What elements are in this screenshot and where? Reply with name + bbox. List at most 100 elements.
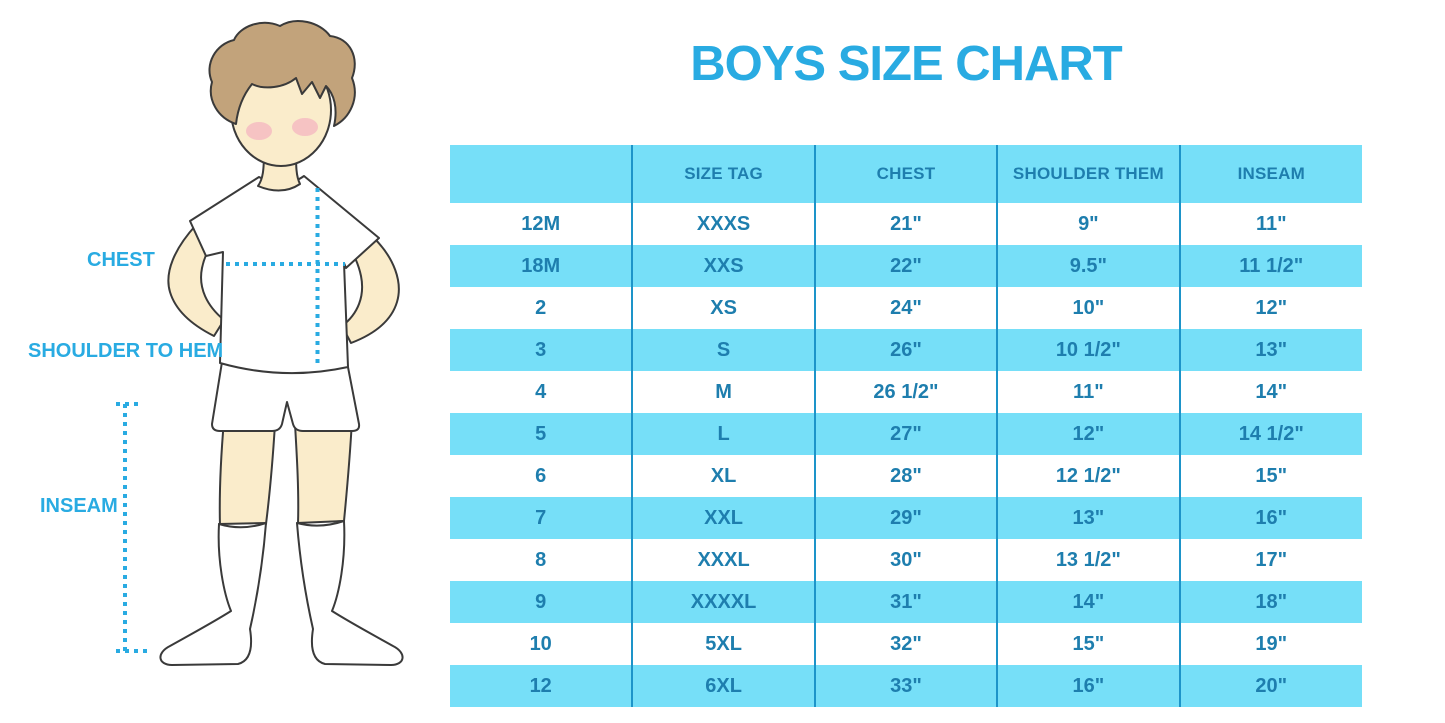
value-cell: 26"	[813, 329, 998, 371]
right-sock-top-line	[296, 520, 345, 527]
row-size-label-cell: 9	[450, 581, 633, 623]
table-row: 6 XL 28" 12 1/2" 15"	[450, 455, 1362, 497]
table-row: 7 XXL 29" 13" 16"	[450, 497, 1362, 539]
row-size-label-cell: 4	[450, 371, 633, 413]
value-cell: XXS	[631, 245, 815, 287]
value-cell: 24"	[813, 287, 998, 329]
row-size-label-cell: 2	[450, 287, 633, 329]
row-size-label-cell: 8	[450, 539, 633, 581]
size-table-header: SIZE TAG CHEST SHOULDER THEM INSEAM	[450, 145, 1362, 203]
table-row: 10 5XL 32" 15" 19"	[450, 623, 1362, 665]
value-cell: 16"	[996, 665, 1180, 707]
size-table-body: 12M XXXS 21" 9" 11" 18M XXS 22" 9.5" 11 1/2" 2 XS 24…	[450, 203, 1362, 707]
right-leg	[294, 419, 353, 525]
column-header-chest: CHEST	[813, 145, 998, 203]
value-cell: 6XL	[631, 665, 815, 707]
header-row: SIZE TAG CHEST SHOULDER THEM INSEAM	[450, 145, 1362, 203]
value-cell: 21"	[813, 203, 998, 245]
table-row: 9 XXXXL 31" 14" 18"	[450, 581, 1362, 623]
table-row: 18M XXS 22" 9.5" 11 1/2"	[450, 245, 1362, 287]
row-size-label-cell: 12M	[450, 203, 633, 245]
hair	[208, 20, 356, 127]
right-sock	[296, 520, 404, 666]
size-table: SIZE TAG CHEST SHOULDER THEM INSEAM 12M X…	[450, 145, 1362, 707]
right-cheek-blush	[292, 118, 318, 136]
value-cell: XXXS	[631, 203, 815, 245]
value-cell: M	[631, 371, 815, 413]
row-size-label-cell: 7	[450, 497, 633, 539]
value-cell: 19"	[1178, 623, 1362, 665]
value-cell: XXXL	[631, 539, 815, 581]
left-arm	[167, 224, 225, 337]
value-cell: 16"	[1178, 497, 1362, 539]
value-cell: 9"	[996, 203, 1180, 245]
value-cell: 15"	[996, 623, 1180, 665]
table-row: 3 S 26" 10 1/2" 13"	[450, 329, 1362, 371]
value-cell: 10 1/2"	[996, 329, 1180, 371]
column-header-inseam: INSEAM	[1178, 145, 1362, 203]
boy-illustration: CHEST SHOULDER TO HEM INSEAM	[0, 0, 450, 723]
left-cheek-blush	[246, 122, 272, 140]
boy-illustration-svg	[116, 20, 404, 666]
value-cell: 20"	[1178, 665, 1362, 707]
value-cell: 14 1/2"	[1178, 413, 1362, 455]
value-cell: 11 1/2"	[1178, 245, 1362, 287]
value-cell: 11"	[996, 371, 1180, 413]
value-cell: 28"	[813, 455, 998, 497]
value-cell: 11"	[1178, 203, 1362, 245]
value-cell: 17"	[1178, 539, 1362, 581]
value-cell: 12"	[996, 413, 1180, 455]
right-arm	[341, 237, 400, 344]
table-row: 4 M 26 1/2" 11" 14"	[450, 371, 1362, 413]
value-cell: 30"	[813, 539, 998, 581]
column-header-shoulder-them: SHOULDER THEM	[996, 145, 1180, 203]
value-cell: 14"	[996, 581, 1180, 623]
left-sock	[159, 522, 267, 666]
value-cell: 18"	[1178, 581, 1362, 623]
shorts	[211, 361, 361, 432]
value-cell: 27"	[813, 413, 998, 455]
row-size-label-cell: 5	[450, 413, 633, 455]
value-cell: 32"	[813, 623, 998, 665]
table-row: 8 XXXL 30" 13 1/2" 17"	[450, 539, 1362, 581]
inseam-label: INSEAM	[40, 495, 118, 517]
table-row: 12M XXXS 21" 9" 11"	[450, 203, 1362, 245]
value-cell: S	[631, 329, 815, 371]
table-row: 5 L 27" 12" 14 1/2"	[450, 413, 1362, 455]
table-row: 2 XS 24" 10" 12"	[450, 287, 1362, 329]
value-cell: XXL	[631, 497, 815, 539]
value-cell: 26 1/2"	[813, 371, 998, 413]
value-cell: XL	[631, 455, 815, 497]
page-title: BOYS SIZE CHART	[690, 37, 1122, 91]
value-cell: XS	[631, 287, 815, 329]
value-cell: 13"	[996, 497, 1180, 539]
chest-label: CHEST	[87, 249, 155, 271]
table-row: 12 6XL 33" 16" 20"	[450, 665, 1362, 707]
value-cell: 13 1/2"	[996, 539, 1180, 581]
value-cell: 22"	[813, 245, 998, 287]
value-cell: 5XL	[631, 623, 815, 665]
value-cell: 12 1/2"	[996, 455, 1180, 497]
column-header-size-tag: SIZE TAG	[631, 145, 815, 203]
value-cell: 31"	[813, 581, 998, 623]
shoulder-to-hem-label: SHOULDER TO HEM	[28, 340, 224, 362]
row-size-label-cell: 6	[450, 455, 633, 497]
left-sock-top-line	[218, 522, 267, 529]
value-cell: 15"	[1178, 455, 1362, 497]
value-cell: XXXXL	[631, 581, 815, 623]
value-cell: 9.5"	[996, 245, 1180, 287]
value-cell: 12"	[1178, 287, 1362, 329]
value-cell: 14"	[1178, 371, 1362, 413]
row-size-label-cell: 3	[450, 329, 633, 371]
value-cell: L	[631, 413, 815, 455]
row-size-label-cell: 12	[450, 665, 633, 707]
row-size-label-cell: 18M	[450, 245, 633, 287]
value-cell: 29"	[813, 497, 998, 539]
value-cell: 10"	[996, 287, 1180, 329]
left-leg	[218, 419, 276, 527]
value-cell: 33"	[813, 665, 998, 707]
row-size-label-cell: 10	[450, 623, 633, 665]
column-header-blank	[450, 145, 633, 203]
value-cell: 13"	[1178, 329, 1362, 371]
